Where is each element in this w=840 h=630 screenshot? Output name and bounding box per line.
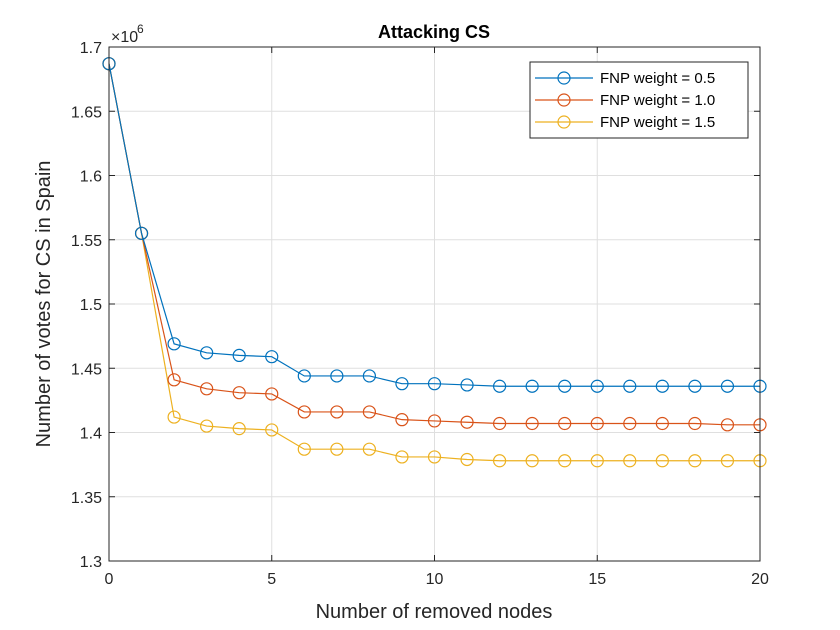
legend-item: FNP weight = 1.5 [535, 114, 715, 131]
series-line [108, 63, 760, 426]
y-tick-label: 1.65 [71, 104, 102, 121]
data-point [134, 226, 149, 240]
data-point [558, 416, 572, 431]
data-point [623, 379, 637, 393]
data-point [265, 350, 279, 364]
data-point [427, 450, 442, 464]
data-point [427, 414, 442, 428]
x-tick-label: 20 [751, 571, 769, 588]
legend-label: FNP weight = 1.0 [600, 92, 715, 109]
data-point [330, 369, 344, 383]
series-layer [102, 57, 767, 468]
y-tick-label: 1.45 [71, 361, 102, 378]
data-point [232, 422, 246, 436]
y-tick-label: 1.55 [71, 233, 102, 250]
data-point [655, 379, 669, 393]
y-tick-label: 1.3 [80, 554, 102, 571]
data-point [590, 379, 604, 393]
y-tick-label: 1.6 [80, 169, 102, 186]
data-point [167, 410, 181, 424]
data-point [460, 415, 474, 429]
y-tick-label: 1.4 [80, 426, 102, 443]
data-point [460, 452, 474, 467]
x-axis-label: Number of removed nodes [316, 601, 553, 623]
data-point [395, 413, 409, 427]
data-point [720, 454, 735, 468]
data-point [265, 423, 279, 437]
data-point [493, 416, 507, 431]
data-point [395, 377, 409, 391]
data-point [655, 416, 669, 431]
legend-marker [557, 115, 571, 129]
x-tick-label: 10 [426, 571, 444, 588]
data-point [525, 416, 539, 431]
data-point [167, 337, 181, 351]
legend-marker [557, 71, 571, 85]
data-point [427, 377, 442, 391]
data-point [623, 454, 637, 468]
legend-label: FNP weight = 1.5 [600, 114, 715, 131]
data-point [558, 379, 572, 393]
data-point [362, 442, 376, 456]
data-point [525, 379, 539, 393]
x-tick-label: 15 [588, 571, 606, 588]
x-tick-label: 0 [105, 571, 114, 588]
legend-label: FNP weight = 0.5 [600, 70, 715, 87]
data-point [200, 382, 214, 396]
y-tick-label: 1.35 [71, 490, 102, 507]
y-tick-label: 1.7 [80, 40, 102, 57]
chart-title: Attacking CS [378, 22, 490, 42]
data-point [200, 419, 214, 433]
data-point [493, 379, 507, 393]
data-point [395, 450, 409, 464]
data-point [200, 346, 214, 360]
data-point [297, 405, 311, 419]
data-point [297, 442, 311, 456]
data-point [330, 442, 344, 456]
data-point [265, 387, 279, 401]
x-tick-label: 5 [267, 571, 276, 588]
legend-item: FNP weight = 0.5 [535, 70, 715, 87]
data-point [525, 454, 539, 468]
data-point [720, 379, 735, 393]
data-point [460, 378, 474, 392]
series-line [108, 63, 760, 462]
legend: FNP weight = 0.5 FNP weight = 1.0 FNP weig… [529, 61, 749, 139]
data-point [362, 405, 376, 419]
data-point [232, 386, 246, 400]
ticks: 0 5 10 15 20 1.3 1.35 1.4 1.45 1.5 1.55 1.6 1.65 1.7 [71, 40, 769, 588]
legend-item: FNP weight = 1.0 [535, 92, 715, 109]
data-point [232, 348, 246, 362]
data-point [590, 416, 604, 431]
legend-marker [557, 93, 571, 107]
y-multiplier-base: ×10 [111, 29, 138, 46]
data-point [623, 416, 637, 431]
data-point [688, 454, 702, 468]
y-multiplier: ×10 6 [111, 22, 144, 46]
data-point [330, 405, 344, 419]
y-axis-label: Number of votes for CS in Spain [33, 161, 55, 448]
series-line [108, 63, 760, 387]
data-point [720, 418, 735, 432]
data-point [493, 454, 507, 468]
data-point [655, 454, 669, 468]
y-multiplier-exponent: 6 [137, 22, 144, 36]
data-point [167, 373, 181, 387]
data-point [297, 369, 311, 383]
data-point [590, 454, 604, 468]
data-point [688, 416, 702, 431]
series-1 [102, 57, 767, 393]
data-point [362, 369, 376, 383]
y-tick-label: 1.5 [80, 297, 102, 314]
data-point [558, 454, 572, 468]
data-point [688, 379, 702, 393]
